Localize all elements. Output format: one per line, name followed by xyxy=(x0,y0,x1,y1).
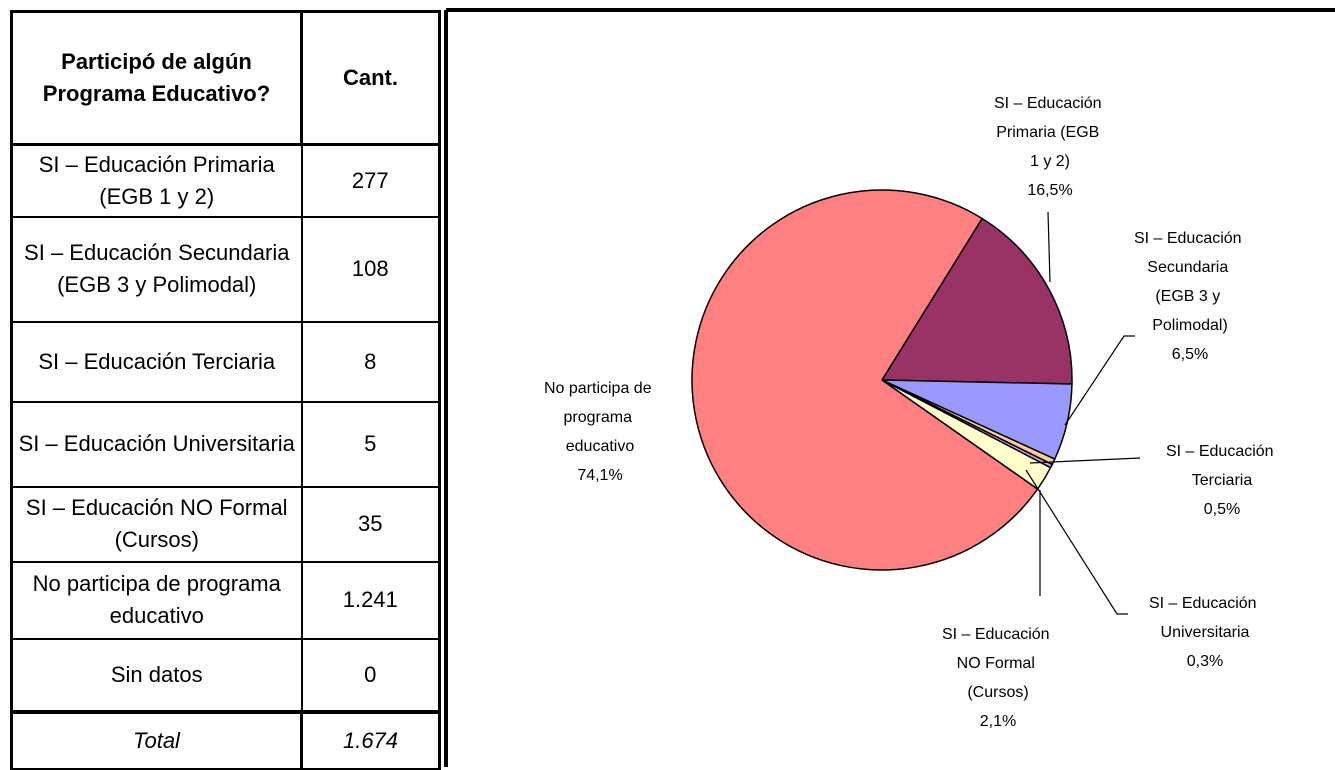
slice-value-label: 16,5% xyxy=(1027,182,1072,199)
pie-slice xyxy=(881,379,1054,469)
table-cell: SI – Educación NO Formal (Cursos) xyxy=(10,485,303,563)
table-cell: Total xyxy=(10,710,303,770)
table-cell: SI – Educación Universitaria xyxy=(10,400,303,488)
table-cell: Sin datos xyxy=(10,637,303,714)
slice-label: SI – Educación Secundaria (EGB 3 y Polim… xyxy=(1134,230,1246,334)
slice-value-label: 6,5% xyxy=(1172,346,1208,363)
table-cell: 1.674 xyxy=(300,710,441,770)
slice-label: SI – Educación Universitaria xyxy=(1149,595,1261,641)
table-row: SI – Educación Terciaria 8 xyxy=(10,320,441,403)
leader-line xyxy=(1025,469,1128,615)
table-row: SI – Educación Universitaria 5 xyxy=(10,400,441,488)
pie-slice xyxy=(691,189,1039,571)
pie-slice xyxy=(881,379,1056,466)
table-cell: Participó de algún Programa Educativo? xyxy=(10,10,303,146)
table-row: SI – Educación NO Formal (Cursos) 35 xyxy=(10,485,441,563)
slice-value-label: 2,1% xyxy=(980,713,1016,730)
table-cell: 35 xyxy=(300,485,441,563)
table-cell: No participa de programa educativo xyxy=(10,560,303,640)
table-row: Participó de algún Programa Educativo? Ca… xyxy=(10,10,441,146)
table-row: SI – Educación Primaria (EGB 1 y 2) 277 xyxy=(10,143,441,218)
table-row: Total 1.674 xyxy=(10,710,441,770)
leader-line xyxy=(1029,457,1141,464)
slice-label: No participa de programa educativo xyxy=(544,380,656,455)
table-cell: SI – Educación Primaria (EGB 1 y 2) xyxy=(10,143,303,218)
slice-value-label: 0,3% xyxy=(1187,653,1223,670)
table-body: Participó de algún Programa Educativo? Ca… xyxy=(10,10,441,770)
table-cell: 0 xyxy=(300,637,441,714)
table-row: No participa de programa educativo 1.241 xyxy=(10,560,441,640)
leader-line xyxy=(1064,335,1135,426)
slice-value-label: 74,1% xyxy=(577,467,622,484)
table-cell: 1.241 xyxy=(300,560,441,640)
table-cell: 5 xyxy=(300,400,441,488)
data-table: Participó de algún Programa Educativo? Ca… xyxy=(10,10,441,770)
table-cell: 108 xyxy=(300,215,441,323)
table-cell: 8 xyxy=(300,320,441,403)
table-cell: SI – Educación Secundaria (EGB 3 y Polim… xyxy=(10,215,303,323)
pie-slice xyxy=(881,379,1073,461)
table-cell: SI – Educación Terciaria xyxy=(10,320,303,403)
table-row: SI – Educación Secundaria (EGB 3 y Polim… xyxy=(10,215,441,323)
table-cell: 277 xyxy=(300,143,441,218)
pie-slice xyxy=(881,379,1052,491)
slice-label: SI – Educación Primaria (EGB 1 y 2) xyxy=(994,95,1106,170)
table-cell: Cant. xyxy=(300,10,441,146)
slice-label: SI – Educación NO Formal (Cursos) xyxy=(942,626,1054,701)
leader-line xyxy=(1047,211,1051,283)
pie-slice xyxy=(880,217,1073,385)
slice-label: SI – Educación Terciaria xyxy=(1166,443,1278,489)
table-row: Sin datos 0 xyxy=(10,637,441,714)
slice-value-label: 0,5% xyxy=(1204,501,1240,518)
